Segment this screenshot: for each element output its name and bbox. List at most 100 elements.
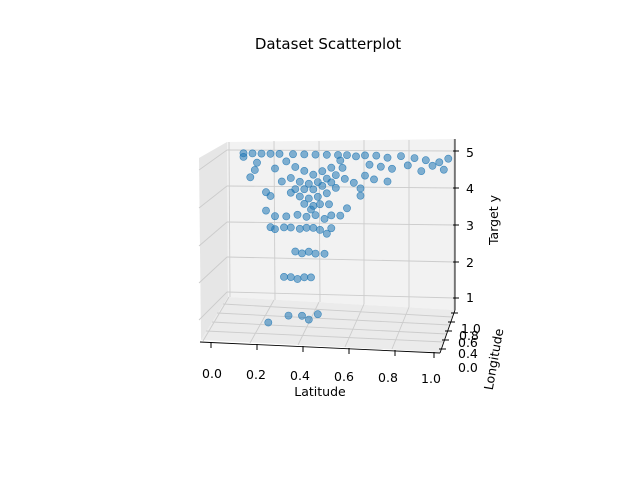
- scatter-point: [291, 185, 300, 193]
- scatter-point: [322, 150, 331, 159]
- scatter-point: [370, 175, 378, 184]
- scatter-point: [307, 273, 315, 282]
- scatter-point: [343, 204, 351, 213]
- scatter-point: [286, 223, 295, 232]
- scatter-point: [331, 171, 340, 179]
- scatter-point: [356, 191, 365, 200]
- grid-floor-x-1: [249, 299, 275, 344]
- scatter-point: [383, 153, 392, 162]
- scatter-point: [302, 212, 311, 221]
- scatter-point: [286, 273, 295, 281]
- side-pane: [199, 142, 228, 340]
- z-tick-label: 3: [466, 218, 474, 233]
- scatter-point: [304, 194, 313, 203]
- scatter-point: [338, 163, 347, 172]
- scatter-point: [311, 150, 320, 159]
- scatter-point: [356, 184, 365, 193]
- scatter-point: [295, 177, 304, 186]
- scatter-point: [327, 163, 336, 172]
- scatter-point: [271, 164, 279, 173]
- z-tick-label: 5: [466, 145, 474, 160]
- grid-x-0: [228, 141, 231, 298]
- scatter-point: [271, 225, 279, 233]
- z-axis-label: Target y: [486, 194, 501, 246]
- scatter-point: [325, 200, 333, 209]
- scatter-point: [336, 211, 345, 220]
- scatter-point: [410, 154, 419, 162]
- scatter-point: [291, 163, 300, 171]
- grid-floor-y-3: [216, 312, 451, 326]
- scatter-point: [250, 166, 259, 174]
- scatter-point: [313, 192, 322, 201]
- y-tick-label: 0.8: [459, 328, 479, 343]
- x-tick-label: 0.2: [246, 367, 266, 382]
- scatter-point: [300, 150, 309, 159]
- scatter-point: [264, 318, 273, 327]
- chart-title: Dataset Scatterplot: [255, 35, 401, 53]
- scatter-point: [280, 272, 288, 281]
- scatter-point: [322, 189, 331, 198]
- scatter-point: [304, 247, 313, 256]
- scatter-point: [282, 212, 291, 221]
- scatter-point: [444, 154, 453, 163]
- scatter-point: [248, 149, 257, 158]
- scatter-point: [304, 179, 313, 188]
- scatter-point: [361, 151, 369, 160]
- scatter-points: [239, 149, 453, 327]
- x-tick-label: 0.4: [290, 368, 310, 383]
- scatter-point: [361, 171, 369, 180]
- scatter-point: [320, 249, 329, 258]
- grid-side-3: [198, 221, 228, 247]
- scatter-point: [320, 214, 329, 223]
- scatter-point: [331, 183, 340, 192]
- y-axis-label: Longitude: [481, 327, 507, 391]
- scatter-point: [309, 185, 318, 194]
- y-tick-label: 0.4: [458, 346, 478, 361]
- scatter-point: [318, 167, 327, 176]
- grid-side-4: [198, 185, 228, 209]
- scatter-point: [349, 178, 358, 187]
- z-tick-label: 1: [466, 290, 474, 305]
- z-tick-label: 4: [466, 181, 474, 196]
- scatter-point: [316, 200, 324, 209]
- scatter-point: [293, 275, 302, 283]
- scatter-point: [336, 156, 345, 165]
- scatter-point: [275, 149, 284, 158]
- scatter-point: [257, 149, 266, 158]
- scatter-point: [397, 152, 405, 160]
- scatter-point: [376, 162, 385, 171]
- grid-z-3: [226, 221, 456, 226]
- scatter-point: [435, 158, 444, 167]
- grid-floor-y-4: [222, 303, 453, 318]
- scatter-point: [295, 224, 304, 233]
- scatter-point: [372, 151, 381, 160]
- grid-x-2: [318, 140, 321, 303]
- scatter-point: [421, 156, 430, 165]
- scatter-point: [284, 311, 293, 320]
- x-tick-label: 1.0: [421, 371, 441, 386]
- scatter-point: [266, 192, 275, 200]
- scatter-point: [318, 181, 327, 190]
- scatter-point: [262, 206, 270, 215]
- scatter-point: [239, 152, 248, 161]
- scatter-point: [309, 170, 318, 179]
- scatter-point: [327, 178, 336, 187]
- scatter-point: [295, 192, 304, 201]
- grid-floor-x-3: [344, 303, 365, 348]
- scatter-point: [403, 161, 412, 170]
- grid-side-2: [198, 256, 228, 284]
- scatter-point: [300, 166, 309, 175]
- grid-side-1: [198, 291, 228, 321]
- scatter-point: [343, 151, 351, 159]
- x-tick-label: 0.8: [378, 370, 398, 385]
- scatter-point: [286, 174, 295, 182]
- scatter-point: [282, 157, 291, 166]
- scatter-point: [327, 211, 336, 220]
- scatter-point: [388, 164, 396, 173]
- x-axis: 0.0 0.2 0.4 0.6 0.8 1.0 Latitude: [202, 342, 441, 399]
- z-axis: 1 2 3 4 5 Target y: [453, 145, 501, 305]
- scatter-point: [289, 150, 297, 159]
- z-tick-label: 2: [466, 255, 474, 270]
- scatter-point: [246, 173, 255, 182]
